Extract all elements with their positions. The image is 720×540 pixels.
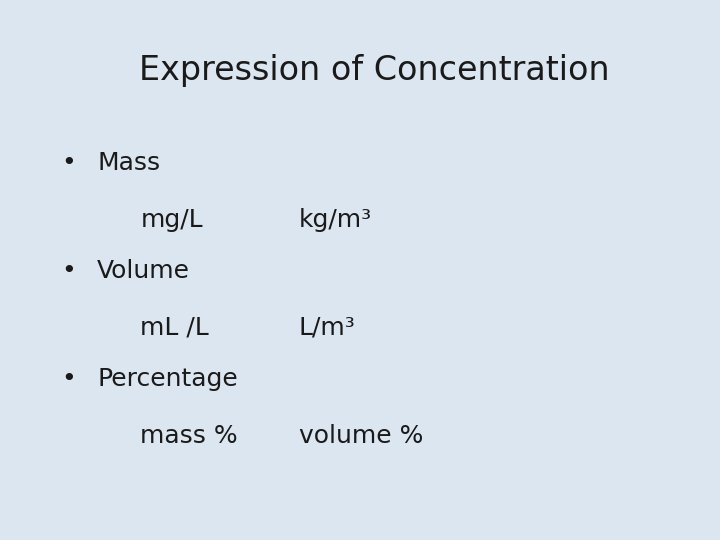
Text: mL /L: mL /L [140,316,209,340]
Text: •: • [61,259,76,283]
Text: •: • [61,151,76,175]
Text: kg/m³: kg/m³ [299,208,372,232]
Text: mg/L: mg/L [140,208,203,232]
Text: volume %: volume % [299,424,423,448]
Text: Volume: Volume [97,259,190,283]
Text: •: • [61,367,76,391]
Text: Percentage: Percentage [97,367,238,391]
Text: Mass: Mass [97,151,161,175]
Text: Expression of Concentration: Expression of Concentration [139,54,610,87]
Text: mass %: mass % [140,424,238,448]
Text: L/m³: L/m³ [299,316,356,340]
